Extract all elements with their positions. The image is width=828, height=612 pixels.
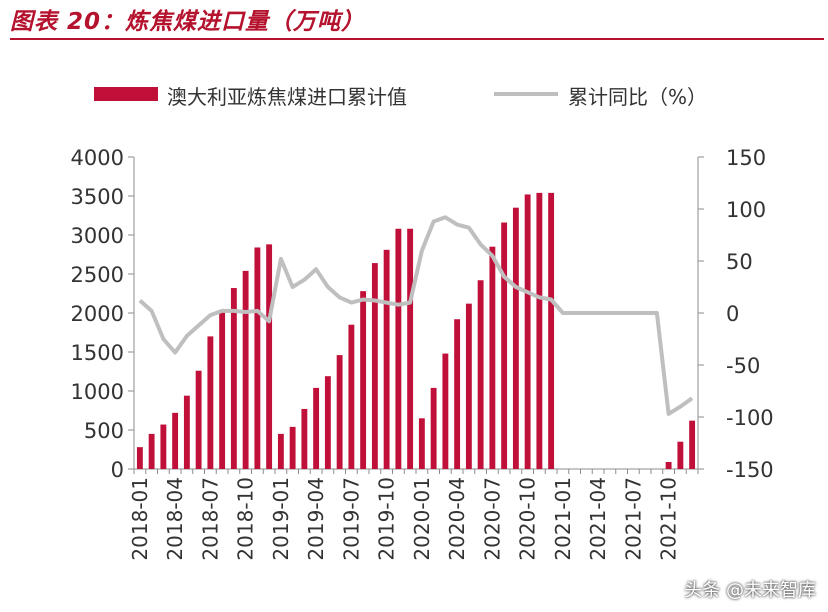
bar [266,244,273,469]
y-right-tick-label: -150 [726,458,774,482]
bar [536,192,543,469]
legend-bar-swatch [94,87,158,101]
x-tick-label: 2020-07 [480,477,504,561]
axes: 05001000150020002500300035004000-150-100… [71,146,774,561]
y-right-tick-label: 150 [726,146,766,170]
title-rule [10,38,824,40]
y-left-tick-label: 3000 [71,224,124,248]
line-series [138,215,694,416]
bar [324,376,331,469]
x-tick-label: 2020-04 [445,477,469,561]
legend: 澳大利亚炼焦煤进口累计值 累计同比（%） [94,85,707,109]
bar [301,408,308,469]
x-tick-label: 2019-01 [269,477,293,561]
x-tick-label: 2021-04 [586,477,610,561]
y-right-tick-label: 0 [726,302,739,326]
x-tick-label: 2018-07 [198,477,222,561]
bar [371,263,378,469]
bar [172,412,179,469]
bar [313,387,320,469]
x-tick-label: 2021-07 [621,477,645,561]
x-tick-label: 2018-10 [234,477,258,561]
y-left-tick-label: 1000 [71,380,124,404]
bar [360,291,367,469]
bar-series [136,192,696,469]
bar [383,249,390,469]
y-right-tick-label: -50 [726,354,760,378]
bar [219,311,226,469]
bar [289,426,296,469]
bar [183,395,190,469]
legend-bar-label: 澳大利亚炼焦煤进口累计值 [167,85,407,109]
bar [254,247,261,469]
bar [442,353,449,469]
bar [195,370,202,469]
bar [689,420,696,469]
y-left-tick-label: 500 [84,419,124,443]
bar [160,424,167,469]
bar [677,441,684,469]
y-right-tick-label: 100 [726,198,766,222]
bar [230,288,237,469]
bar [336,355,343,469]
y-left-tick-label: 1500 [71,341,124,365]
bar [207,336,214,469]
bar [512,207,519,469]
x-tick-label: 2021-01 [551,477,575,561]
x-tick-label: 2019-10 [375,477,399,561]
y-right-tick-label: 50 [726,250,753,274]
bar [430,387,437,469]
bar [477,280,484,469]
bar [465,303,472,469]
chart-title: 图表 20：炼焦煤进口量（万吨） [10,9,366,35]
legend-line-label: 累计同比（%） [568,85,707,109]
y-left-tick-label: 0 [111,458,124,482]
bar [148,433,155,469]
x-tick-label: 2021-10 [657,477,681,561]
y-left-tick-label: 2000 [71,302,124,326]
bar [418,418,425,469]
bar [524,194,531,469]
bar [407,228,414,469]
bar [489,246,496,469]
bar [136,447,143,469]
x-tick-label: 2020-10 [516,477,540,561]
x-tick-label: 2019-04 [304,477,328,561]
bar [501,222,508,469]
bar [454,319,461,469]
y-right-tick-label: -100 [726,406,774,430]
bar [348,324,355,469]
bar [395,228,402,469]
bar [665,461,672,469]
watermark: 头条 @未来智库 [684,580,816,601]
x-tick-label: 2018-01 [128,477,152,561]
y-left-tick-label: 4000 [71,146,124,170]
bar [548,192,555,469]
x-tick-label: 2020-01 [410,477,434,561]
bar [242,270,249,469]
x-tick-label: 2018-04 [163,477,187,561]
bar [277,433,284,469]
x-tick-label: 2019-07 [339,477,363,561]
y-left-tick-label: 3500 [71,185,124,209]
y-left-tick-label: 2500 [71,263,124,287]
